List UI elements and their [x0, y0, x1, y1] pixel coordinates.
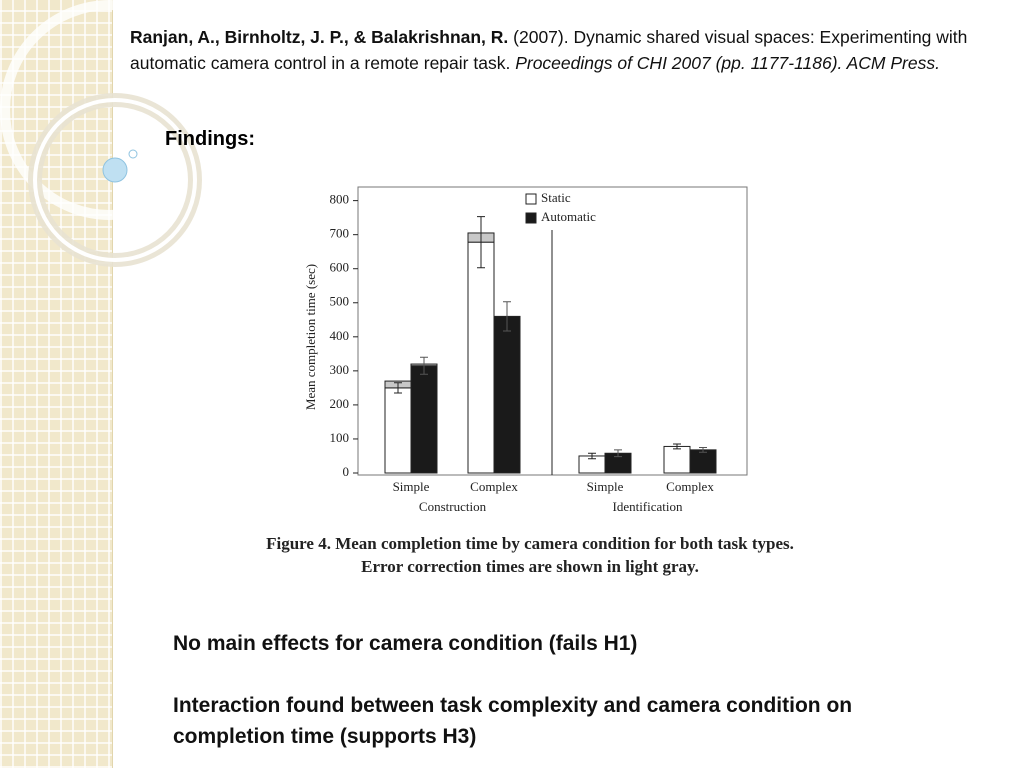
x-tick-label: Complex	[470, 479, 518, 494]
legend-label: Automatic	[541, 209, 596, 224]
y-tick-label: 100	[330, 430, 350, 445]
y-tick-label: 800	[330, 192, 350, 207]
x-tick-label: Simple	[393, 479, 430, 494]
bar	[493, 315, 521, 474]
legend-label: Static	[541, 190, 571, 205]
bar	[663, 445, 691, 474]
y-tick-label: 300	[330, 362, 350, 377]
citation: Ranjan, A., Birnholtz, J. P., & Balakris…	[130, 24, 1010, 76]
error-bar	[394, 382, 402, 394]
error-bar	[420, 356, 428, 375]
error-bar	[699, 446, 707, 453]
x-tick-label: Complex	[666, 479, 714, 494]
bar	[384, 387, 412, 474]
y-tick-label: 0	[343, 464, 350, 479]
y-tick-label: 200	[330, 396, 350, 411]
group-label: Construction	[419, 499, 487, 514]
group-label: Identification	[612, 499, 683, 514]
x-tick-label: Simple	[587, 479, 624, 494]
bar	[689, 449, 717, 474]
y-tick-label: 700	[330, 226, 350, 241]
y-tick-label: 600	[330, 260, 350, 275]
figure-caption: Figure 4. Mean completion time by camera…	[266, 534, 794, 576]
error-bar	[614, 449, 622, 458]
bar	[410, 365, 438, 474]
legend-swatch	[525, 212, 537, 224]
decoration	[0, 0, 220, 267]
finding: No main effects for camera condition (fa…	[173, 632, 638, 655]
citation-authors: Ranjan, A., Birnholtz, J. P., & Balakris…	[130, 27, 509, 47]
error-bar	[503, 301, 511, 332]
heading: Findings:	[165, 128, 255, 150]
error-bar	[477, 216, 485, 269]
finding: Interaction found between task complexit…	[173, 694, 853, 748]
y-tick-label: 500	[330, 294, 350, 309]
y-tick-label: 400	[330, 328, 350, 343]
error-bar	[588, 452, 596, 460]
legend-swatch	[525, 193, 537, 205]
y-axis-label: Mean completion time (sec)	[303, 264, 318, 410]
bar	[467, 241, 495, 474]
error-bar	[673, 443, 681, 450]
citation-body: (2007). Dynamic shared visual spaces: Ex…	[130, 27, 968, 73]
citation-venue: Proceedings of CHI 2007 (pp. 1177-1186).…	[515, 53, 940, 73]
